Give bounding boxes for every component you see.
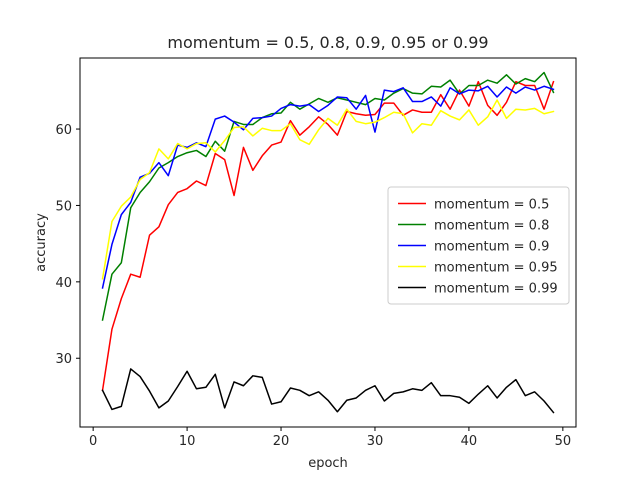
series-line-4 — [101, 368, 555, 414]
x-tick-label-4: 40 — [461, 434, 478, 449]
x-tick-label-2: 20 — [273, 434, 290, 449]
legend-box — [387, 186, 570, 305]
x-tick-label-3: 30 — [367, 434, 384, 449]
plot-frame — [79, 57, 577, 428]
x-tick-label-1: 10 — [179, 434, 196, 449]
x-tick-label-0: 0 — [89, 434, 97, 449]
legend-label-0: momentum = 0.5 — [434, 198, 549, 213]
legend-label-3: momentum = 0.95 — [434, 261, 558, 276]
y-tick-label-2: 50 — [55, 199, 72, 214]
x-tick-label-5: 50 — [555, 434, 572, 449]
y-tick-label-3: 60 — [55, 123, 72, 138]
series-layer — [101, 71, 555, 414]
x-axis-label: epoch — [308, 456, 348, 471]
legend: momentum = 0.5 momentum = 0.8 momentum = 0… — [387, 186, 570, 305]
chart-title: momentum = 0.5, 0.8, 0.9, 0.95 or 0.99 — [167, 33, 488, 52]
series-line-3 — [101, 99, 555, 280]
series-line-1 — [101, 71, 555, 321]
legend-label-1: momentum = 0.8 — [434, 219, 549, 234]
y-tick-label-1: 40 — [55, 276, 72, 291]
axes-layer: 0 10 20 30 40 50 30 40 50 60 — [55, 123, 571, 449]
legend-label-4: momentum = 0.99 — [434, 282, 558, 297]
y-axis-label: accuracy — [34, 213, 49, 272]
series-line-2 — [101, 85, 555, 289]
legend-label-2: momentum = 0.9 — [434, 240, 549, 255]
y-tick-label-0: 30 — [55, 352, 72, 367]
series-line-0 — [101, 80, 555, 392]
